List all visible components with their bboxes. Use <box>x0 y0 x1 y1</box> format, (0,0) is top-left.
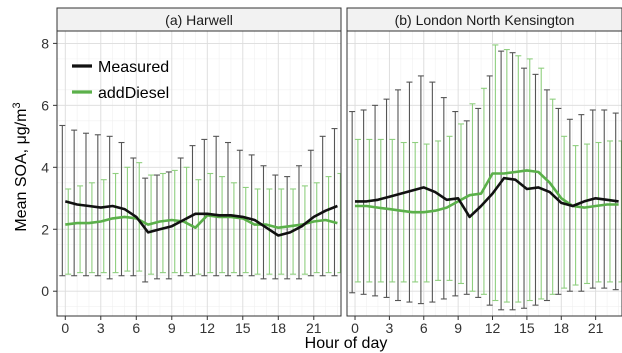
x-tick-label: 9 <box>454 320 462 336</box>
y-tick-label: 0 <box>41 283 49 299</box>
y-axis-title-text: Mean SOA, μg/m <box>13 109 30 232</box>
y-tick-label: 4 <box>41 159 49 175</box>
legend-item-addDiesel: addDiesel <box>72 85 169 102</box>
panel-border <box>346 30 622 317</box>
y-tick-label: 6 <box>41 97 49 113</box>
legend-label: Measured <box>98 59 169 76</box>
y-tick-label: 8 <box>41 35 49 51</box>
x-tick-label: 6 <box>420 320 428 336</box>
y-axis-title: Mean SOA, μg/m3 <box>11 102 30 231</box>
series-line-addDiesel <box>65 214 338 229</box>
x-tick-label: 9 <box>168 320 176 336</box>
x-tick-label: 18 <box>553 320 569 336</box>
series-line-Measured <box>355 176 619 219</box>
x-tick-label: 21 <box>588 320 604 336</box>
x-tick-label: 18 <box>270 320 286 336</box>
x-tick-label: 0 <box>61 320 69 336</box>
plot-background <box>57 31 341 316</box>
panel-title: (b) London North Kensington <box>395 12 575 28</box>
x-tick-label: 6 <box>132 320 140 336</box>
series-line-Measured <box>64 200 338 237</box>
panel-2: (b) London North Kensington 0 3 6 9 12 15 18 21 <box>346 7 622 336</box>
data-layer <box>59 124 341 283</box>
x-tick-label: 12 <box>199 320 215 336</box>
y-axis-title-superscript: 3 <box>11 102 23 108</box>
panel-border <box>56 30 342 317</box>
y-tick-label: 2 <box>41 221 49 237</box>
x-axis-title: Hour of day <box>305 335 388 352</box>
x-tick-label: 3 <box>385 320 393 336</box>
x-tick-label: 12 <box>485 320 501 336</box>
x-tick-label: 15 <box>235 320 251 336</box>
plot-background <box>347 31 622 316</box>
legend-label: addDiesel <box>98 85 169 102</box>
legend: Measured addDiesel <box>72 59 169 102</box>
x-tick-label: 21 <box>306 320 322 336</box>
panel-1: (a) Harwell 0 3 6 9 12 15 18 21 <box>56 7 342 336</box>
x-tick-label: 0 <box>351 320 359 336</box>
y-axis: 0 2 4 6 8 <box>41 35 57 299</box>
x-tick-label: 3 <box>97 320 105 336</box>
panel-title: (a) Harwell <box>165 12 233 28</box>
data-layer <box>349 44 622 311</box>
legend-item-Measured: Measured <box>72 59 169 76</box>
x-tick-label: 15 <box>519 320 535 336</box>
